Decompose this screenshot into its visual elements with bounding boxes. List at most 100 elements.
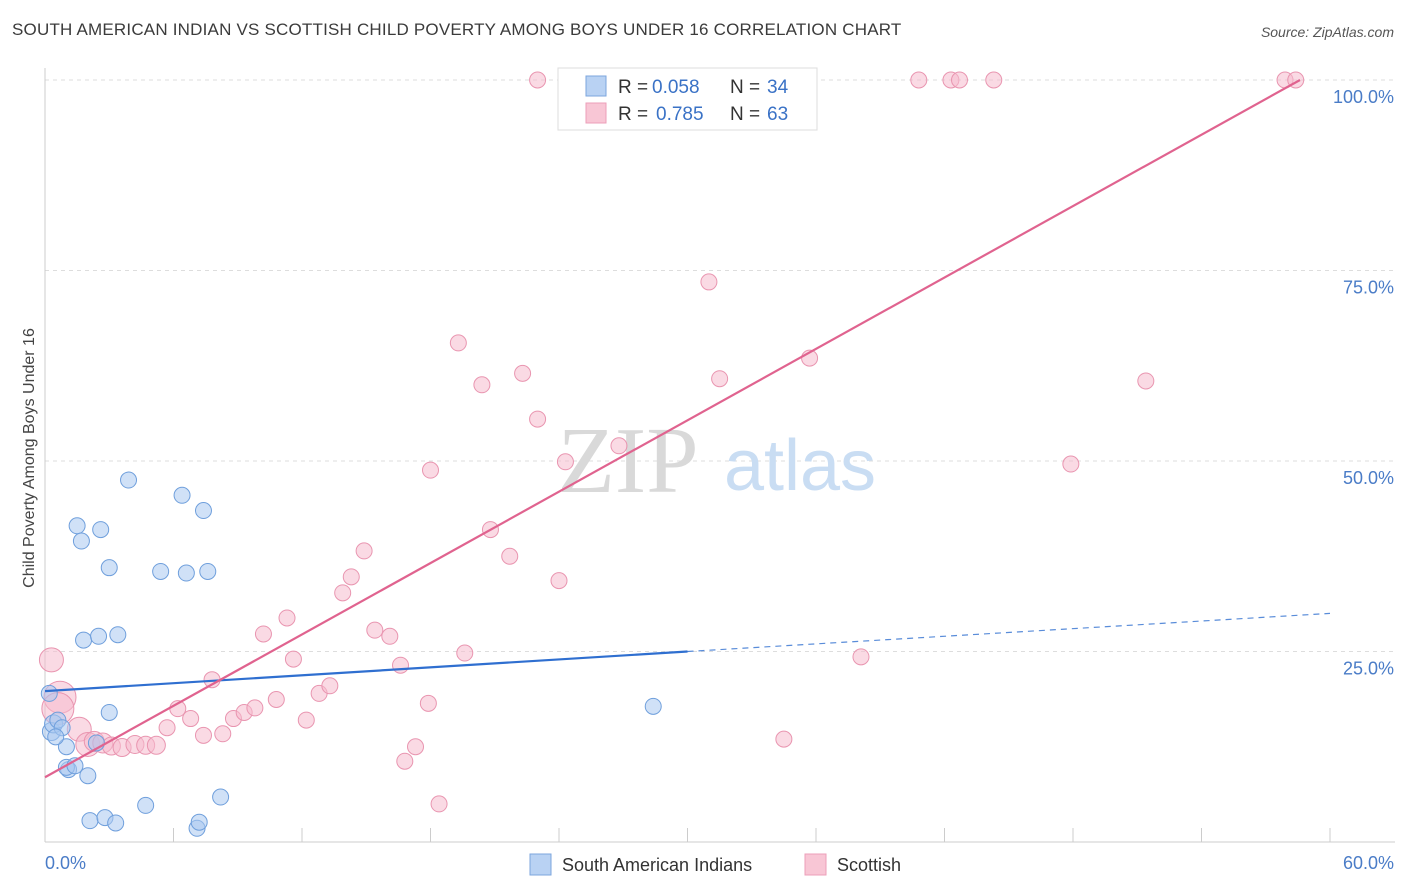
scottish-point	[852, 648, 870, 666]
axes: 25.0% 50.0% 75.0% 100.0% 0.0% 60.0%	[44, 68, 1395, 873]
south-american-indians-trend-extension	[687, 612, 1331, 653]
south-american-indians-point	[137, 796, 155, 814]
watermark-atlas: atlas	[724, 426, 876, 506]
south-american-indians-point	[173, 486, 191, 504]
scottish-point	[1062, 455, 1080, 473]
south-american-indians-point	[100, 703, 118, 721]
scottish-point	[514, 364, 532, 382]
south-american-indians-point	[68, 517, 86, 535]
south-american-indians-points	[40, 471, 662, 837]
scottish-point	[550, 572, 568, 590]
scottish-point	[342, 568, 360, 586]
scottish-point	[158, 719, 176, 737]
stats-r-value-pink: 0.785	[656, 104, 704, 125]
south-american-indians-point	[152, 562, 170, 580]
trend-lines	[44, 79, 1331, 779]
south-american-indians-point	[199, 562, 217, 580]
scottish-point	[392, 656, 410, 674]
stats-r-label-blue: R =	[618, 77, 648, 98]
scottish-point	[775, 730, 793, 748]
scottish-point	[321, 677, 339, 695]
stats-r-value-blue: 0.058	[652, 77, 700, 98]
stats-legend-swatch-pink	[585, 102, 607, 124]
south-american-indians-point	[90, 627, 108, 645]
scottish-point	[284, 650, 302, 668]
y-tick-label: 100.0%	[1333, 87, 1394, 107]
scottish-point	[529, 410, 547, 428]
scottish-point	[246, 699, 264, 717]
south-american-indians-point	[644, 697, 662, 715]
scottish-point	[366, 621, 384, 639]
scottish-point	[985, 71, 1003, 89]
scottish-point	[334, 584, 352, 602]
scottish-point	[297, 711, 315, 729]
chart-title: SOUTH AMERICAN INDIAN VS SCOTTISH CHILD …	[12, 20, 902, 39]
stats-n-label-pink: N =	[730, 104, 760, 125]
legend-swatch-south-american-indians	[529, 853, 552, 876]
scottish-point	[419, 694, 437, 712]
south-american-indians-point	[40, 684, 58, 702]
south-american-indians-point	[194, 502, 212, 520]
south-american-indians-point	[190, 813, 208, 831]
scottish-point	[214, 725, 232, 743]
scottish-point	[449, 334, 467, 352]
y-tick-label: 25.0%	[1343, 659, 1394, 679]
south-american-indians-point	[72, 532, 90, 550]
scottish-point	[950, 71, 968, 89]
scottish-trend-line	[44, 79, 1301, 779]
south-american-indians-point	[120, 471, 138, 489]
stats-n-value-blue: 34	[767, 77, 789, 98]
watermark-zip: ZIP	[558, 409, 699, 513]
scottish-point	[194, 726, 212, 744]
stats-r-label-pink: R =	[618, 104, 648, 125]
scottish-point	[700, 273, 718, 291]
scottish-point	[396, 752, 414, 770]
scottish-point	[529, 71, 547, 89]
legend-label-south-american-indians: South American Indians	[562, 855, 752, 875]
grid-lines	[45, 79, 1395, 652]
scottish-point	[430, 795, 448, 813]
south-american-indians-point	[79, 767, 97, 785]
south-american-indians-point	[107, 814, 125, 832]
scottish-point	[610, 437, 628, 455]
x-tick-label: 0.0%	[45, 853, 86, 873]
scottish-point	[182, 710, 200, 728]
south-american-indians-point	[212, 788, 230, 806]
scottish-point	[146, 735, 166, 755]
legend-swatch-scottish	[804, 853, 827, 876]
scottish-point	[407, 738, 425, 756]
scottish-point	[910, 71, 928, 89]
scottish-point	[473, 376, 491, 394]
y-axis-label: Child Poverty Among Boys Under 16	[21, 328, 38, 588]
scottish-point	[1137, 372, 1155, 390]
watermark: ZIP atlas	[558, 409, 877, 513]
scottish-point	[456, 644, 474, 662]
south-american-indians-point	[47, 728, 65, 746]
bottom-legend: South American Indians Scottish	[529, 853, 901, 876]
south-american-indians-point	[100, 559, 118, 577]
x-tick-label: 60.0%	[1343, 853, 1394, 873]
scottish-point	[355, 542, 373, 560]
scottish-point	[711, 370, 729, 388]
stats-n-label-blue: N =	[730, 77, 760, 98]
y-tick-label: 50.0%	[1343, 468, 1394, 488]
south-american-indians-point	[75, 631, 93, 649]
south-american-indians-point	[92, 521, 110, 539]
south-american-indians-point	[109, 626, 127, 644]
scottish-point	[38, 647, 64, 673]
scottish-point	[422, 461, 439, 479]
south-american-indians-point	[177, 564, 195, 582]
scottish-point	[501, 547, 519, 565]
y-tick-label: 75.0%	[1343, 278, 1394, 298]
scottish-point	[381, 627, 399, 645]
scottish-point	[254, 625, 272, 643]
scottish-point	[556, 453, 574, 471]
stats-legend-swatch-blue	[585, 75, 607, 97]
south-american-indians-point	[81, 812, 99, 830]
south-american-indians-point	[57, 738, 75, 756]
scottish-point	[278, 609, 296, 627]
legend-label-scottish: Scottish	[837, 855, 901, 875]
stats-n-value-pink: 63	[767, 104, 788, 125]
stats-legend: R = 0.058 N = 34 R = 0.785 N = 63	[557, 67, 818, 131]
